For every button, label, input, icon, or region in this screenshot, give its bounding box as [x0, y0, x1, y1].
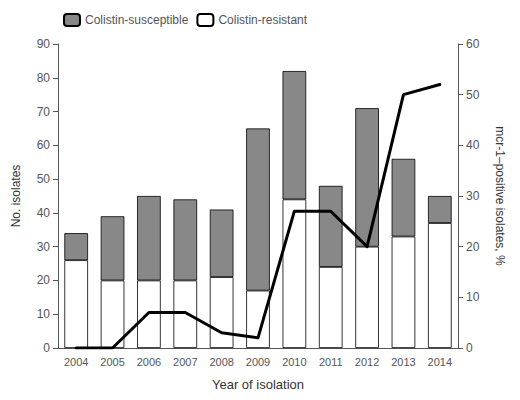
svg-text:70: 70 — [37, 105, 51, 119]
svg-text:90: 90 — [37, 37, 51, 51]
svg-text:0: 0 — [43, 341, 50, 355]
svg-text:10: 10 — [466, 290, 480, 304]
svg-text:0: 0 — [466, 341, 473, 355]
svg-text:2007: 2007 — [173, 356, 197, 368]
svg-text:2010: 2010 — [282, 356, 306, 368]
svg-text:2013: 2013 — [391, 356, 415, 368]
svg-text:80: 80 — [37, 71, 51, 85]
svg-text:Colistin-resistant: Colistin-resistant — [218, 13, 307, 27]
svg-text:Year of isolation: Year of isolation — [212, 377, 304, 392]
svg-text:60: 60 — [466, 37, 480, 51]
svg-text:30: 30 — [466, 189, 480, 203]
svg-text:60: 60 — [37, 138, 51, 152]
svg-text:2012: 2012 — [355, 356, 379, 368]
svg-text:50: 50 — [37, 172, 51, 186]
svg-text:2008: 2008 — [209, 356, 233, 368]
svg-text:2011: 2011 — [319, 356, 343, 368]
svg-text:2009: 2009 — [246, 356, 270, 368]
svg-text:Colistin-susceptible: Colistin-susceptible — [85, 13, 189, 27]
svg-text:20: 20 — [466, 240, 480, 254]
svg-text:2014: 2014 — [428, 356, 452, 368]
svg-text:2004: 2004 — [64, 356, 88, 368]
svg-text:40: 40 — [466, 138, 480, 152]
svg-text:40: 40 — [37, 206, 51, 220]
svg-text:30: 30 — [37, 240, 51, 254]
svg-text:50: 50 — [466, 88, 480, 102]
svg-text:No. isolates: No. isolates — [9, 165, 23, 228]
svg-text:10: 10 — [37, 307, 51, 321]
svg-text:2006: 2006 — [137, 356, 161, 368]
svg-text:2005: 2005 — [100, 356, 124, 368]
svg-text:20: 20 — [37, 273, 51, 287]
svg-text:mcr-1–positive isolates, %: mcr-1–positive isolates, % — [493, 126, 507, 266]
